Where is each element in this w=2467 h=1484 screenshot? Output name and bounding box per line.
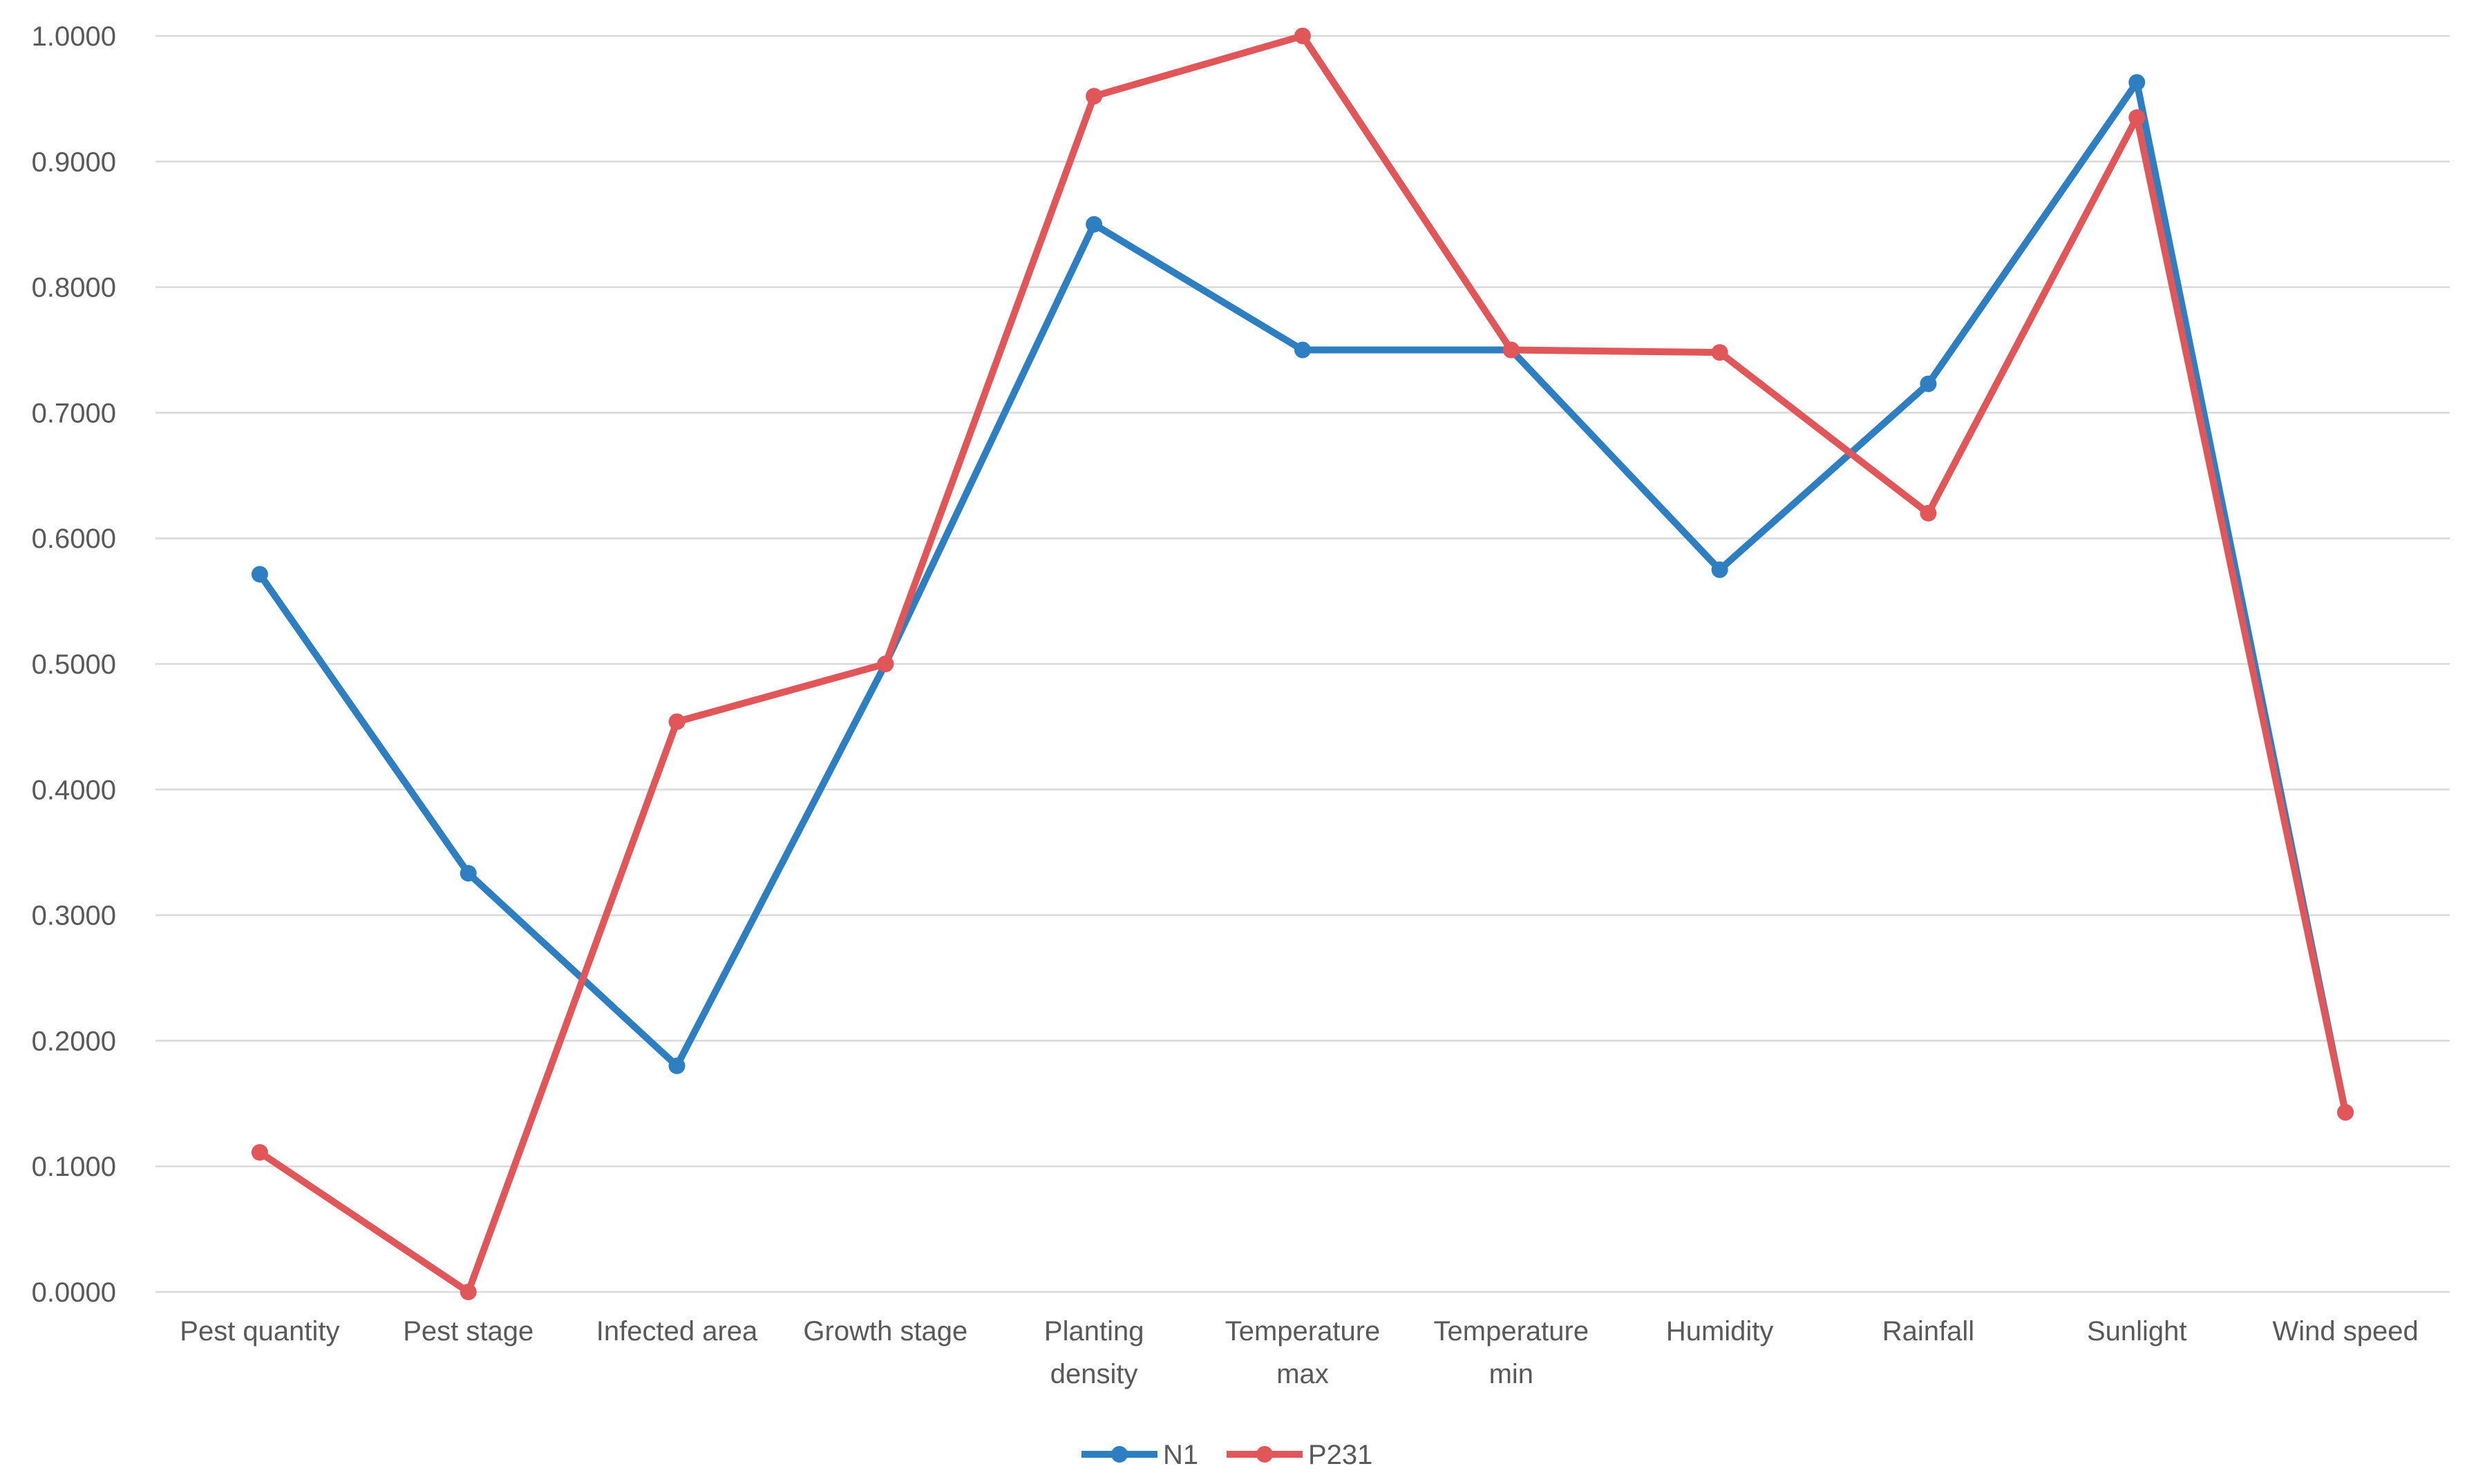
x-category-label: Temperature min bbox=[1434, 1316, 1589, 1389]
y-tick-label: 0.5000 bbox=[32, 649, 116, 680]
y-tick-label: 0.0000 bbox=[32, 1277, 116, 1308]
series-lines bbox=[251, 28, 2354, 1300]
series-P231 bbox=[251, 28, 2354, 1300]
y-tick-label: 0.6000 bbox=[32, 524, 116, 554]
x-category-label: Pest stage bbox=[403, 1316, 533, 1347]
legend-item: P231 bbox=[1227, 1440, 1372, 1470]
data-point bbox=[2128, 109, 2146, 126]
gridlines bbox=[155, 35, 2450, 1293]
x-category-label: Growth stage bbox=[803, 1316, 967, 1347]
y-tick-label: 0.1000 bbox=[32, 1152, 116, 1182]
data-point bbox=[460, 1284, 477, 1300]
legend-swatch-marker bbox=[1256, 1446, 1273, 1463]
legend-swatch-marker bbox=[1111, 1446, 1128, 1463]
series-line bbox=[256, 79, 2350, 1116]
data-point bbox=[1294, 28, 1311, 44]
data-point bbox=[1711, 344, 1728, 361]
data-point bbox=[1711, 561, 1728, 578]
y-tick-label: 0.4000 bbox=[32, 775, 116, 806]
data-point bbox=[668, 713, 686, 730]
data-point bbox=[1920, 504, 1937, 522]
y-tick-label: 1.0000 bbox=[32, 21, 116, 52]
legend-label: P231 bbox=[1308, 1440, 1372, 1470]
data-point bbox=[1502, 341, 1520, 359]
y-tick-label: 0.3000 bbox=[32, 901, 116, 931]
y-axis-tick-labels: 0.0000 0.1000 0.2000 0.3000 0.4000 0.5000 0.60… bbox=[32, 21, 116, 1308]
x-category-label: Infected area bbox=[596, 1316, 758, 1347]
data-point bbox=[2337, 1104, 2354, 1121]
x-category-label: Rainfall bbox=[1882, 1316, 1974, 1347]
series-N1 bbox=[251, 74, 2354, 1121]
y-tick-label: 0.2000 bbox=[32, 1026, 116, 1056]
data-point bbox=[877, 656, 894, 672]
y-tick-label: 0.8000 bbox=[32, 273, 116, 303]
data-point bbox=[2128, 74, 2146, 91]
legend-label: N1 bbox=[1163, 1440, 1198, 1470]
data-point bbox=[1086, 88, 1103, 105]
data-point bbox=[1920, 375, 1937, 392]
legend-item: N1 bbox=[1081, 1440, 1198, 1470]
x-category-label: Temperature max bbox=[1225, 1316, 1381, 1389]
legend: N1 P231 bbox=[1081, 1440, 1372, 1470]
y-tick-label: 0.9000 bbox=[32, 147, 116, 178]
data-point bbox=[251, 1144, 268, 1161]
x-category-label: Planting density bbox=[1044, 1316, 1144, 1389]
data-point bbox=[251, 566, 268, 583]
data-point bbox=[1086, 216, 1103, 233]
x-axis-category-labels: Pest quantity Pest stage Infected area Grow… bbox=[180, 1316, 2418, 1389]
x-category-label: Sunlight bbox=[2087, 1316, 2187, 1347]
data-point bbox=[1294, 341, 1311, 359]
y-tick-label: 0.7000 bbox=[32, 398, 116, 428]
x-category-label: Humidity bbox=[1666, 1316, 1774, 1347]
x-category-label: Pest quantity bbox=[180, 1316, 339, 1347]
x-category-label: Wind speed bbox=[2272, 1316, 2418, 1347]
data-point bbox=[460, 865, 477, 882]
data-point bbox=[668, 1057, 686, 1074]
